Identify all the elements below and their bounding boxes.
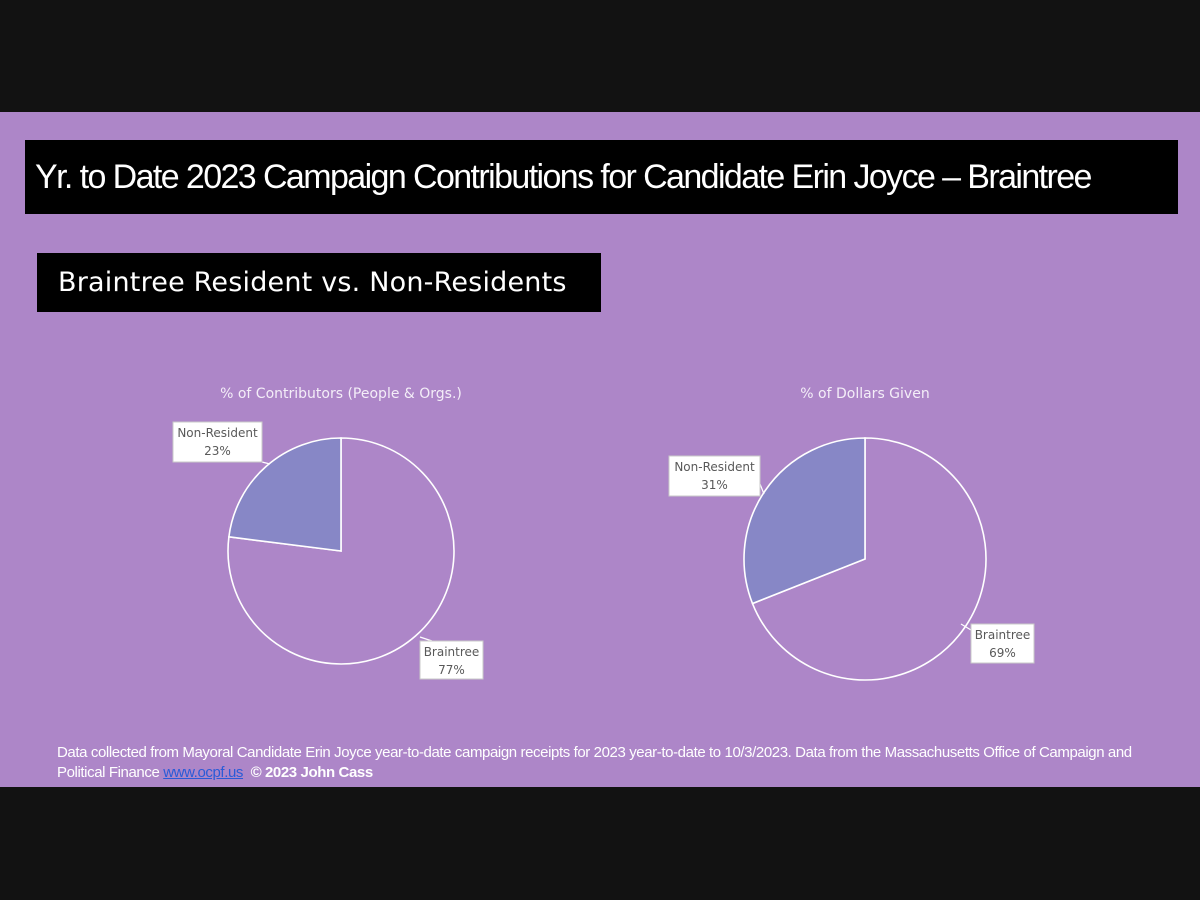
copyright: © 2023 John Cass [250, 764, 374, 781]
data-label-category: Non-Resident [177, 426, 258, 440]
chart-title: % of Dollars Given [800, 386, 929, 402]
pie-slice-non-resident [227, 437, 342, 552]
slide-title: Yr. to Date 2023 Campaign Contributions … [25, 140, 1178, 214]
data-label-box [668, 455, 761, 497]
data-label: Non-Resident 31% [668, 455, 765, 497]
pie-chart-contributors: % of Contributors (People & Orgs.) Braint… [172, 386, 484, 680]
data-label-value: 23% [204, 444, 231, 458]
slide-title-text: Yr. to Date 2023 Campaign Contributions … [35, 157, 1092, 196]
data-label-value: 77% [438, 663, 465, 677]
data-label: Non-Resident 23% [172, 421, 271, 465]
data-label-category: Non-Resident [674, 460, 755, 474]
data-label-box [172, 421, 263, 463]
pie-slice-non-resident [743, 437, 866, 605]
footer-text: Data collected from Mayoral Candidate Er… [57, 744, 1132, 781]
slide-subtitle-text: Braintree Resident vs. Non-Residents [58, 267, 567, 298]
data-label-category: Braintree [424, 645, 480, 659]
pie-chart-dollars: % of Dollars Given Braintree 69% Non-Reside… [668, 386, 1035, 681]
data-label: Braintree 77% [419, 636, 484, 680]
leader-line [759, 483, 765, 495]
data-label-category: Braintree [975, 628, 1031, 642]
ocpf-link[interactable]: www.ocpf.us [163, 764, 244, 781]
leader-line [960, 623, 972, 631]
data-label-value: 69% [989, 646, 1016, 660]
source-footer: Data collected from Mayoral Candidate Er… [57, 743, 1147, 783]
data-label-box [419, 640, 484, 680]
chart-title: % of Contributors (People & Orgs.) [220, 386, 462, 402]
leader-line [261, 461, 271, 465]
data-label-value: 31% [701, 478, 728, 492]
leader-line [419, 636, 433, 642]
data-label: Braintree 69% [960, 623, 1035, 664]
slide-subtitle: Braintree Resident vs. Non-Residents [37, 253, 601, 312]
data-label-box [970, 623, 1035, 664]
